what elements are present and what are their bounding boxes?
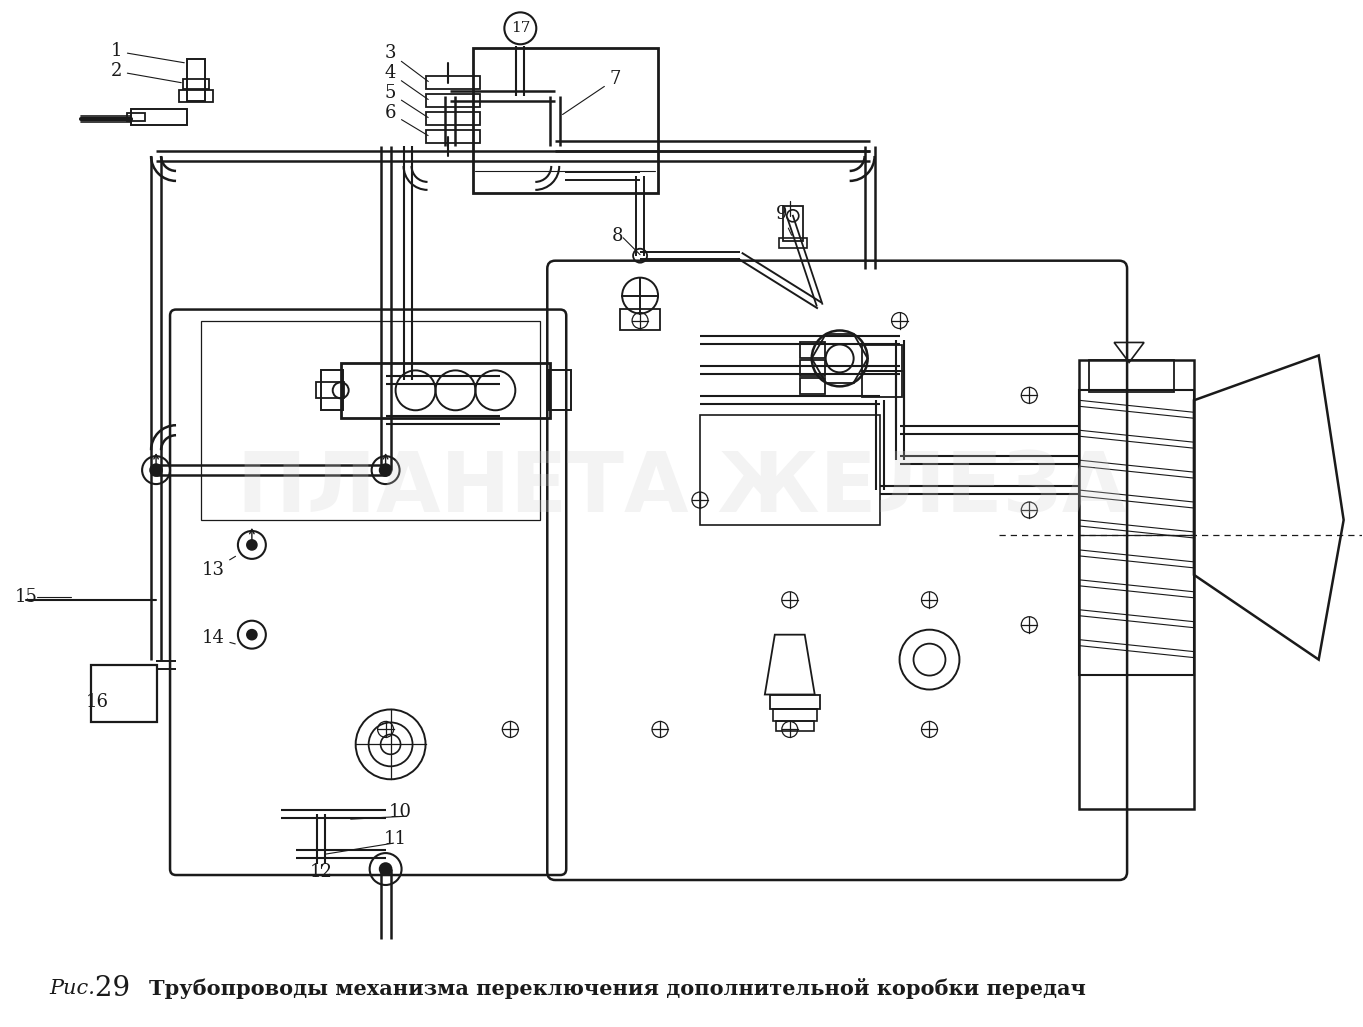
Text: 7: 7 xyxy=(563,70,620,115)
Text: 3: 3 xyxy=(384,44,428,81)
Bar xyxy=(425,94,480,107)
Text: 1: 1 xyxy=(110,42,184,63)
Bar xyxy=(187,60,204,101)
Circle shape xyxy=(380,863,391,875)
Bar xyxy=(701,415,879,525)
Circle shape xyxy=(150,464,162,477)
Bar xyxy=(861,372,901,397)
Bar xyxy=(183,79,209,89)
Text: 16: 16 xyxy=(86,693,109,712)
Bar xyxy=(91,664,157,722)
Text: Рис.: Рис. xyxy=(49,979,95,998)
Bar xyxy=(782,205,803,240)
Text: 12: 12 xyxy=(309,863,333,881)
Circle shape xyxy=(247,540,256,549)
Bar xyxy=(861,345,901,372)
Bar xyxy=(776,721,814,731)
Text: 4: 4 xyxy=(384,65,428,100)
Text: 17: 17 xyxy=(511,22,530,35)
Bar xyxy=(1079,390,1194,675)
Bar xyxy=(200,320,540,520)
Text: 29: 29 xyxy=(86,976,139,1002)
Text: 11: 11 xyxy=(384,830,408,848)
Bar xyxy=(549,371,571,410)
Bar xyxy=(320,371,342,410)
Text: 6: 6 xyxy=(384,104,428,136)
Bar xyxy=(127,113,144,121)
Circle shape xyxy=(247,630,256,640)
Bar xyxy=(770,694,819,710)
Bar xyxy=(341,364,551,418)
Circle shape xyxy=(380,464,391,477)
Bar xyxy=(773,710,816,721)
Bar xyxy=(473,48,658,193)
Bar xyxy=(425,130,480,143)
Bar xyxy=(425,112,480,125)
Text: 8: 8 xyxy=(612,227,623,244)
Text: Трубопроводы механизма переключения дополнительной коробки передач: Трубопроводы механизма переключения допо… xyxy=(149,978,1086,999)
Text: 10: 10 xyxy=(388,803,412,822)
Text: 13: 13 xyxy=(202,557,236,579)
Bar xyxy=(1079,360,1194,809)
Bar xyxy=(778,237,807,248)
Text: 9: 9 xyxy=(776,204,792,235)
Bar xyxy=(1089,360,1174,392)
Bar xyxy=(620,308,660,331)
Bar xyxy=(800,342,825,358)
Text: 2: 2 xyxy=(110,63,181,83)
Text: 15: 15 xyxy=(15,587,38,606)
Bar xyxy=(131,109,187,125)
Bar xyxy=(179,90,213,102)
Bar xyxy=(800,378,825,394)
Bar xyxy=(800,360,825,376)
Text: 5: 5 xyxy=(384,84,428,117)
Bar xyxy=(316,382,343,398)
Text: 14: 14 xyxy=(202,629,236,647)
Bar xyxy=(425,76,480,89)
Text: ПЛАНЕТА ЖЕЛЕЗА: ПЛАНЕТА ЖЕЛЕЗА xyxy=(237,448,1127,529)
